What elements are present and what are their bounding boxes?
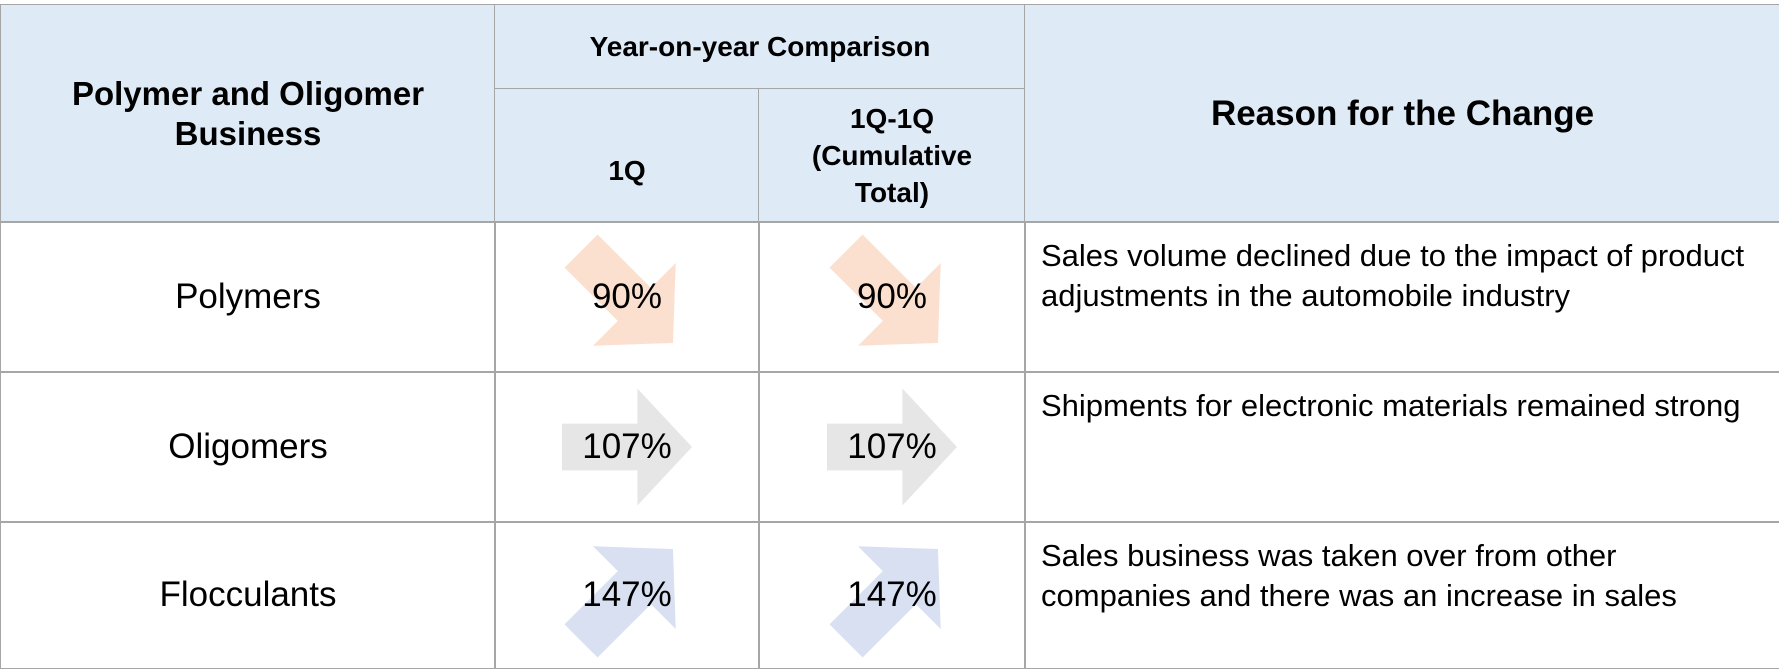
header-column: 1Q-1Q (Cumulative Total): [758, 88, 1026, 223]
value-text: 147%: [582, 575, 672, 614]
value-cell: 90%: [758, 221, 1026, 373]
header-business: Polymer and Oligomer Business: [0, 4, 496, 223]
value-cell: 90%: [494, 221, 760, 373]
value-text: 147%: [847, 575, 937, 614]
reason-text: Sales volume declined due to the impact …: [1024, 221, 1779, 373]
reason-text: Sales business was taken over from other…: [1024, 521, 1779, 669]
row-label: Flocculants: [0, 521, 496, 669]
value-cell: 147%: [494, 521, 760, 669]
header-reason: Reason for the Change: [1024, 4, 1779, 223]
row-label: Polymers: [0, 221, 496, 373]
value-text: 107%: [847, 427, 937, 466]
header-comparison: Year-on-year Comparison: [494, 4, 1026, 90]
value-cell: 147%: [758, 521, 1026, 669]
value-text: 107%: [582, 427, 672, 466]
header-column: 1Q: [494, 88, 760, 223]
row-label: Oligomers: [0, 371, 496, 523]
value-cell: 107%: [758, 371, 1026, 523]
value-text: 90%: [856, 277, 928, 316]
value-text: 90%: [591, 277, 663, 316]
reason-text: Shipments for electronic materials remai…: [1024, 371, 1779, 523]
value-cell: 107%: [494, 371, 760, 523]
